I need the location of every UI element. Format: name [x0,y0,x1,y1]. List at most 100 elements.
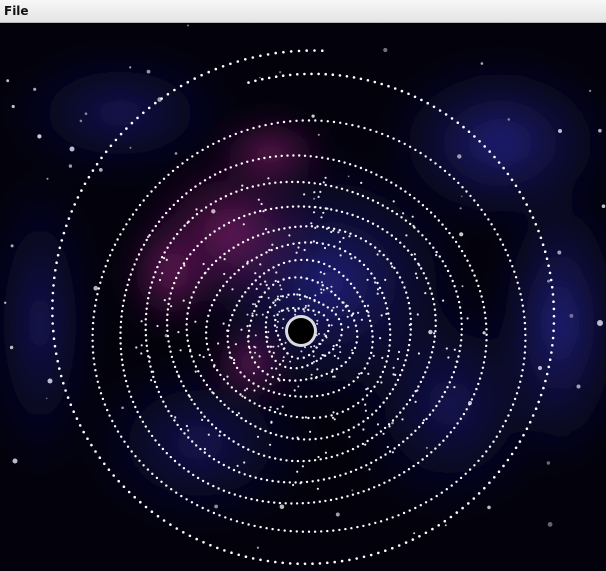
particle [330,285,333,288]
particle [282,309,285,312]
particle [212,484,215,488]
particle [378,250,381,253]
particle [194,320,197,323]
particle [342,236,345,240]
particle [328,477,331,480]
particle [222,489,226,492]
particle [401,281,404,284]
particle [295,415,299,419]
particle [488,481,491,485]
particle [226,335,229,338]
particle [186,339,189,342]
particle [441,260,444,263]
particle [171,169,175,173]
particle [297,205,300,208]
particle [264,208,267,212]
particle [334,293,337,297]
particle [312,355,315,358]
particle [146,468,150,471]
particle [330,208,333,211]
particle [247,448,250,451]
particle [417,200,420,203]
particle [328,265,331,268]
particle [426,101,430,105]
particle [267,287,270,290]
particle [195,213,199,216]
particle [120,435,123,438]
particle [347,408,350,411]
particle [274,279,277,283]
particle [460,333,463,336]
particle [254,425,257,428]
particle [312,240,315,243]
particle [330,290,333,293]
particle [390,234,393,237]
particle [244,555,248,558]
particle [460,249,464,253]
particle [248,324,252,327]
menu-file[interactable]: File [4,4,29,18]
particle [398,140,401,143]
particle [521,369,524,372]
particle [328,351,331,354]
particle [405,291,408,294]
particle [247,335,250,338]
particle [376,253,379,256]
particle [314,205,317,209]
particle [460,328,463,331]
particle [219,256,222,259]
particle [283,347,286,350]
particle [237,269,240,272]
particle [182,531,185,534]
particle [273,410,277,414]
particle [262,210,265,213]
simulation-canvas[interactable] [0,23,606,571]
particle [393,476,396,479]
particle [237,216,241,220]
particle [218,289,222,292]
particle [420,267,423,270]
particle [213,230,216,233]
particle [378,286,382,290]
black-hole-icon[interactable] [285,315,317,347]
simulation-viewport[interactable] [0,23,606,571]
particle [208,233,212,236]
particle [305,395,308,398]
particle [537,400,540,404]
particle [388,425,391,428]
particle [346,189,349,192]
particle [100,156,103,160]
particle [257,184,260,187]
particle [493,228,496,231]
particle [258,125,261,128]
particle [202,355,205,359]
particle [147,106,151,110]
particle [216,546,219,550]
particle [313,530,317,533]
particle [387,317,391,321]
particle [187,429,190,432]
particle [165,484,168,487]
particle [264,321,268,324]
particle [475,387,478,391]
particle [229,192,233,195]
particle [274,457,277,460]
particle [417,385,420,388]
particle [206,145,210,148]
particle [422,419,425,422]
particle [150,434,154,438]
particle [254,279,257,282]
particle [62,381,65,385]
particle [367,488,371,491]
particle [379,337,382,340]
particle [284,413,287,417]
particle [467,130,471,133]
particle [246,128,249,132]
particle [310,377,313,380]
particle [55,261,58,264]
particle [285,436,289,439]
particle [131,213,135,216]
particle [318,562,322,565]
particle [433,332,436,335]
particle [369,390,373,393]
